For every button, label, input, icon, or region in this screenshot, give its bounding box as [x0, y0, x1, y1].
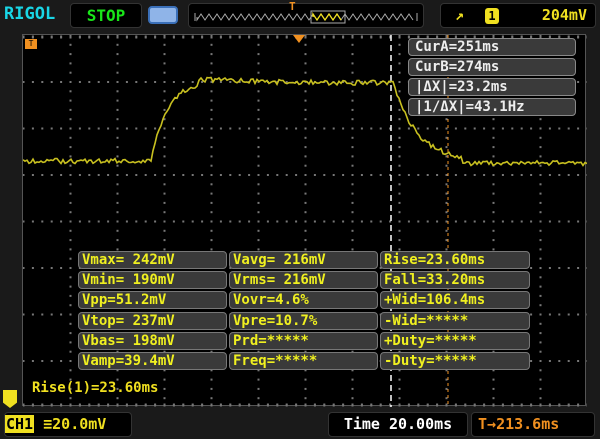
brand-logo: RIGOL: [4, 4, 56, 24]
cursor-a-readout: CurA=251ms: [408, 38, 576, 56]
waveform-overview-icon: [194, 10, 418, 24]
rising-edge-icon: ↗: [455, 6, 465, 24]
measurement-cell: -Duty=*****: [380, 352, 530, 370]
measurement-cell: Rise=23.60ms: [380, 251, 530, 269]
memory-depth-bar: T: [188, 0, 424, 28]
cursor-b-readout: CurB=274ms: [408, 58, 576, 76]
ch1-ground-marker-icon: [3, 390, 17, 408]
measurement-cell: +Wid=106.4ms: [380, 291, 530, 310]
measurement-cell: Vmax= 242mV: [78, 251, 227, 269]
coupling-icon: ≡: [43, 415, 53, 433]
trigger-position-icon: [293, 35, 305, 43]
battery-icon: [148, 6, 178, 24]
ch1-scale[interactable]: CH1 ≡20.0mV: [4, 412, 132, 437]
trigger-level-marker-icon: T: [25, 39, 37, 49]
measurement-cell: Vbas= 198mV: [78, 331, 227, 350]
measurement-cell: Vamp=39.4mV: [78, 352, 227, 370]
trigger-offset-value: 213.6ms: [496, 415, 560, 433]
trigger-level: 204mV: [541, 6, 587, 24]
measurement-cell: Prd=*****: [229, 331, 378, 350]
volts-per-div: 20.0mV: [52, 415, 107, 433]
timebase[interactable]: Time 20.00ms: [328, 412, 468, 437]
cursor-inverse-delta-readout: |1/ΔX|=43.1Hz: [408, 98, 576, 116]
trigger-offset-icon: T→: [478, 415, 497, 433]
measurement-cell: Vovr=4.6%: [229, 291, 378, 310]
measurement-cell: +Duty=*****: [380, 331, 530, 350]
measurement-cell: Vtop= 237mV: [78, 311, 227, 330]
trigger-offset[interactable]: T→213.6ms: [471, 412, 595, 437]
measurement-cell: Vpp=51.2mV: [78, 291, 227, 310]
measurement-cell: Freq=*****: [229, 352, 378, 370]
measurement-cell: Fall=33.20ms: [380, 271, 530, 290]
trigger-channel-badge: 1: [485, 8, 499, 24]
ch1-label: CH1: [5, 415, 35, 433]
trigger-position-marker: T: [289, 0, 296, 13]
measurement-cell: Vmin= 190mV: [78, 271, 227, 290]
cursor-delta-readout: |ΔX|=23.2ms: [408, 78, 576, 96]
measurement-cell: Vrms= 216mV: [229, 271, 378, 290]
trigger-settings[interactable]: ↗ 1 204mV: [440, 3, 596, 28]
rise-readout: Rise(1)=23.60ms: [32, 380, 159, 396]
ch1-trace: [23, 76, 587, 167]
measurement-cell: Vavg= 216mV: [229, 251, 378, 269]
measurement-cell: -Wid=*****: [380, 311, 530, 330]
run-stop-status[interactable]: STOP: [70, 3, 142, 28]
measurement-cell: Vpre=10.7%: [229, 311, 378, 330]
